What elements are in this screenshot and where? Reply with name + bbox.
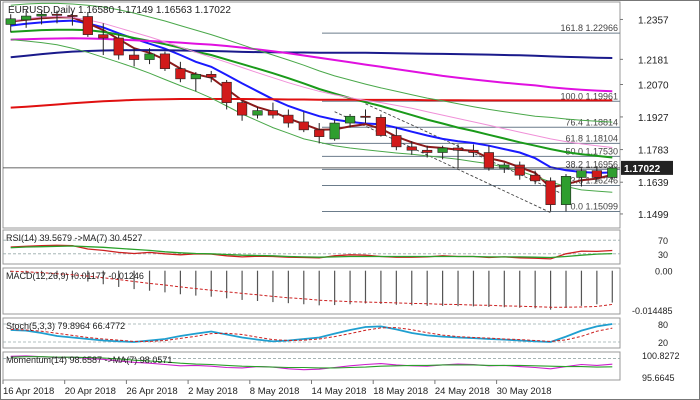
candle: [82, 16, 93, 35]
candle: [314, 129, 325, 137]
candle: [159, 53, 171, 69]
fib-label: 38.2 1.16956: [565, 159, 618, 169]
rsi-y-tick: 30: [658, 250, 668, 260]
x-tick-label: 18 May 2018: [373, 386, 428, 397]
fib-label: 161.8 1.22966: [560, 23, 618, 33]
candle: [190, 74, 201, 80]
rsi-y-tick: 70: [658, 236, 668, 246]
fib-label: 0.0 1.15099: [570, 201, 618, 211]
rsi-line: [10, 245, 613, 259]
x-tick-label: 14 May 2018: [312, 386, 367, 397]
fib-label: 100.0 1.19961: [560, 91, 618, 101]
candle: [237, 102, 248, 116]
y-tick-label: 1.2070: [638, 81, 669, 92]
ma-line-magenta: [10, 37, 613, 93]
candle: [360, 115, 371, 118]
candle: [391, 135, 402, 148]
macd-signal-line: [10, 270, 613, 308]
candle: [406, 146, 417, 151]
candle: [98, 34, 109, 39]
x-tick-label: 24 May 2018: [435, 386, 490, 397]
candle: [283, 114, 294, 124]
stoch-line: [10, 323, 613, 343]
candle: [452, 147, 464, 151]
fib-label: 23.6 1.16246: [565, 175, 618, 185]
fib-label: 61.8 1.18104: [565, 133, 618, 143]
y-tick-label: 1.1639: [638, 178, 669, 189]
candle: [576, 170, 587, 178]
candle: [144, 53, 155, 60]
chart-title: EURUSD,Daily 1.16580 1.17149 1.16563 1.1…: [8, 5, 231, 16]
momentum-label: Momentum(14) 98.6587 ->MA(7) 98.0571: [6, 355, 172, 365]
y-tick-label: 1.1927: [638, 113, 669, 124]
candle: [221, 81, 232, 103]
candle: [175, 68, 186, 80]
momentum-y-tick: 100.8272: [642, 351, 680, 361]
moving-averages: [10, 2, 613, 193]
stoch-y-tick: 20: [658, 338, 668, 348]
fib-label: 76.4 1.18814: [565, 117, 618, 127]
candle: [545, 180, 556, 205]
candle: [206, 74, 217, 78]
y-tick-label: 1.1499: [638, 210, 669, 221]
stoch-line: [10, 327, 613, 342]
y-tick-label: 1.2357: [638, 15, 669, 26]
y-tick-label: 1.2181: [638, 55, 669, 66]
x-tick-label: 8 May 2018: [250, 386, 300, 397]
candles: [5, 10, 618, 212]
candle: [129, 54, 140, 60]
ma-line-blue: [10, 19, 613, 174]
momentum-line: [10, 355, 613, 371]
momentum-line: [10, 356, 613, 369]
ma-line-green: [10, 28, 613, 159]
candle: [51, 13, 63, 16]
candle: [375, 117, 386, 136]
momentum-y-tick: 95.6645: [642, 373, 675, 383]
candle: [560, 176, 572, 205]
stoch-y-tick: 80: [658, 320, 668, 330]
stoch-label: Stoch(5,3,3) 79.8964 66.4772: [6, 321, 125, 331]
ma-line-bb-lower: [10, 39, 613, 193]
candle: [530, 174, 541, 182]
macd-label: MACD(12,26,9) -0.01177 -0.01246: [6, 271, 144, 281]
fib-label: 50.0 1.17530: [565, 146, 618, 156]
candle: [344, 115, 356, 124]
macd-y-tick: 0.00: [655, 267, 673, 277]
candle: [67, 15, 78, 17]
current-price-box: [621, 160, 673, 175]
x-tick-label: 16 Apr 2018: [3, 386, 54, 397]
candle: [422, 149, 433, 153]
ma-line-bb-upper: [10, 2, 613, 123]
x-tick-label: 20 Apr 2018: [65, 386, 116, 397]
candle: [21, 15, 32, 21]
candle: [298, 121, 309, 131]
rsi-label: RSI(14) 39.5679 ->MA(7) 30.4527: [6, 233, 142, 243]
ma-line-maroon: [10, 16, 613, 189]
candle: [267, 110, 279, 116]
macd-y-tick: -0.014485: [632, 306, 673, 316]
x-tick-label: 30 May 2018: [497, 386, 552, 397]
ma-line-navy: [10, 49, 613, 59]
candle: [329, 122, 340, 140]
candle: [607, 167, 618, 178]
ma-line-red: [10, 98, 613, 109]
x-tick-label: 2 May 2018: [188, 386, 238, 397]
candle: [437, 147, 448, 153]
x-tick-label: 26 Apr 2018: [126, 386, 177, 397]
stoch-panel: [2, 317, 621, 349]
ma-line-pink: [10, 15, 613, 148]
candle: [483, 152, 494, 169]
candle: [252, 110, 263, 116]
candle: [36, 13, 47, 17]
macd-panel: [2, 267, 621, 315]
y-tick-label: 1.1783: [638, 146, 669, 157]
candle: [514, 164, 525, 176]
candle: [5, 18, 16, 25]
candle: [468, 149, 479, 153]
candle: [499, 164, 510, 169]
candle: [591, 170, 602, 178]
candle: [113, 37, 124, 56]
current-price-label: 1.17022: [624, 164, 661, 175]
